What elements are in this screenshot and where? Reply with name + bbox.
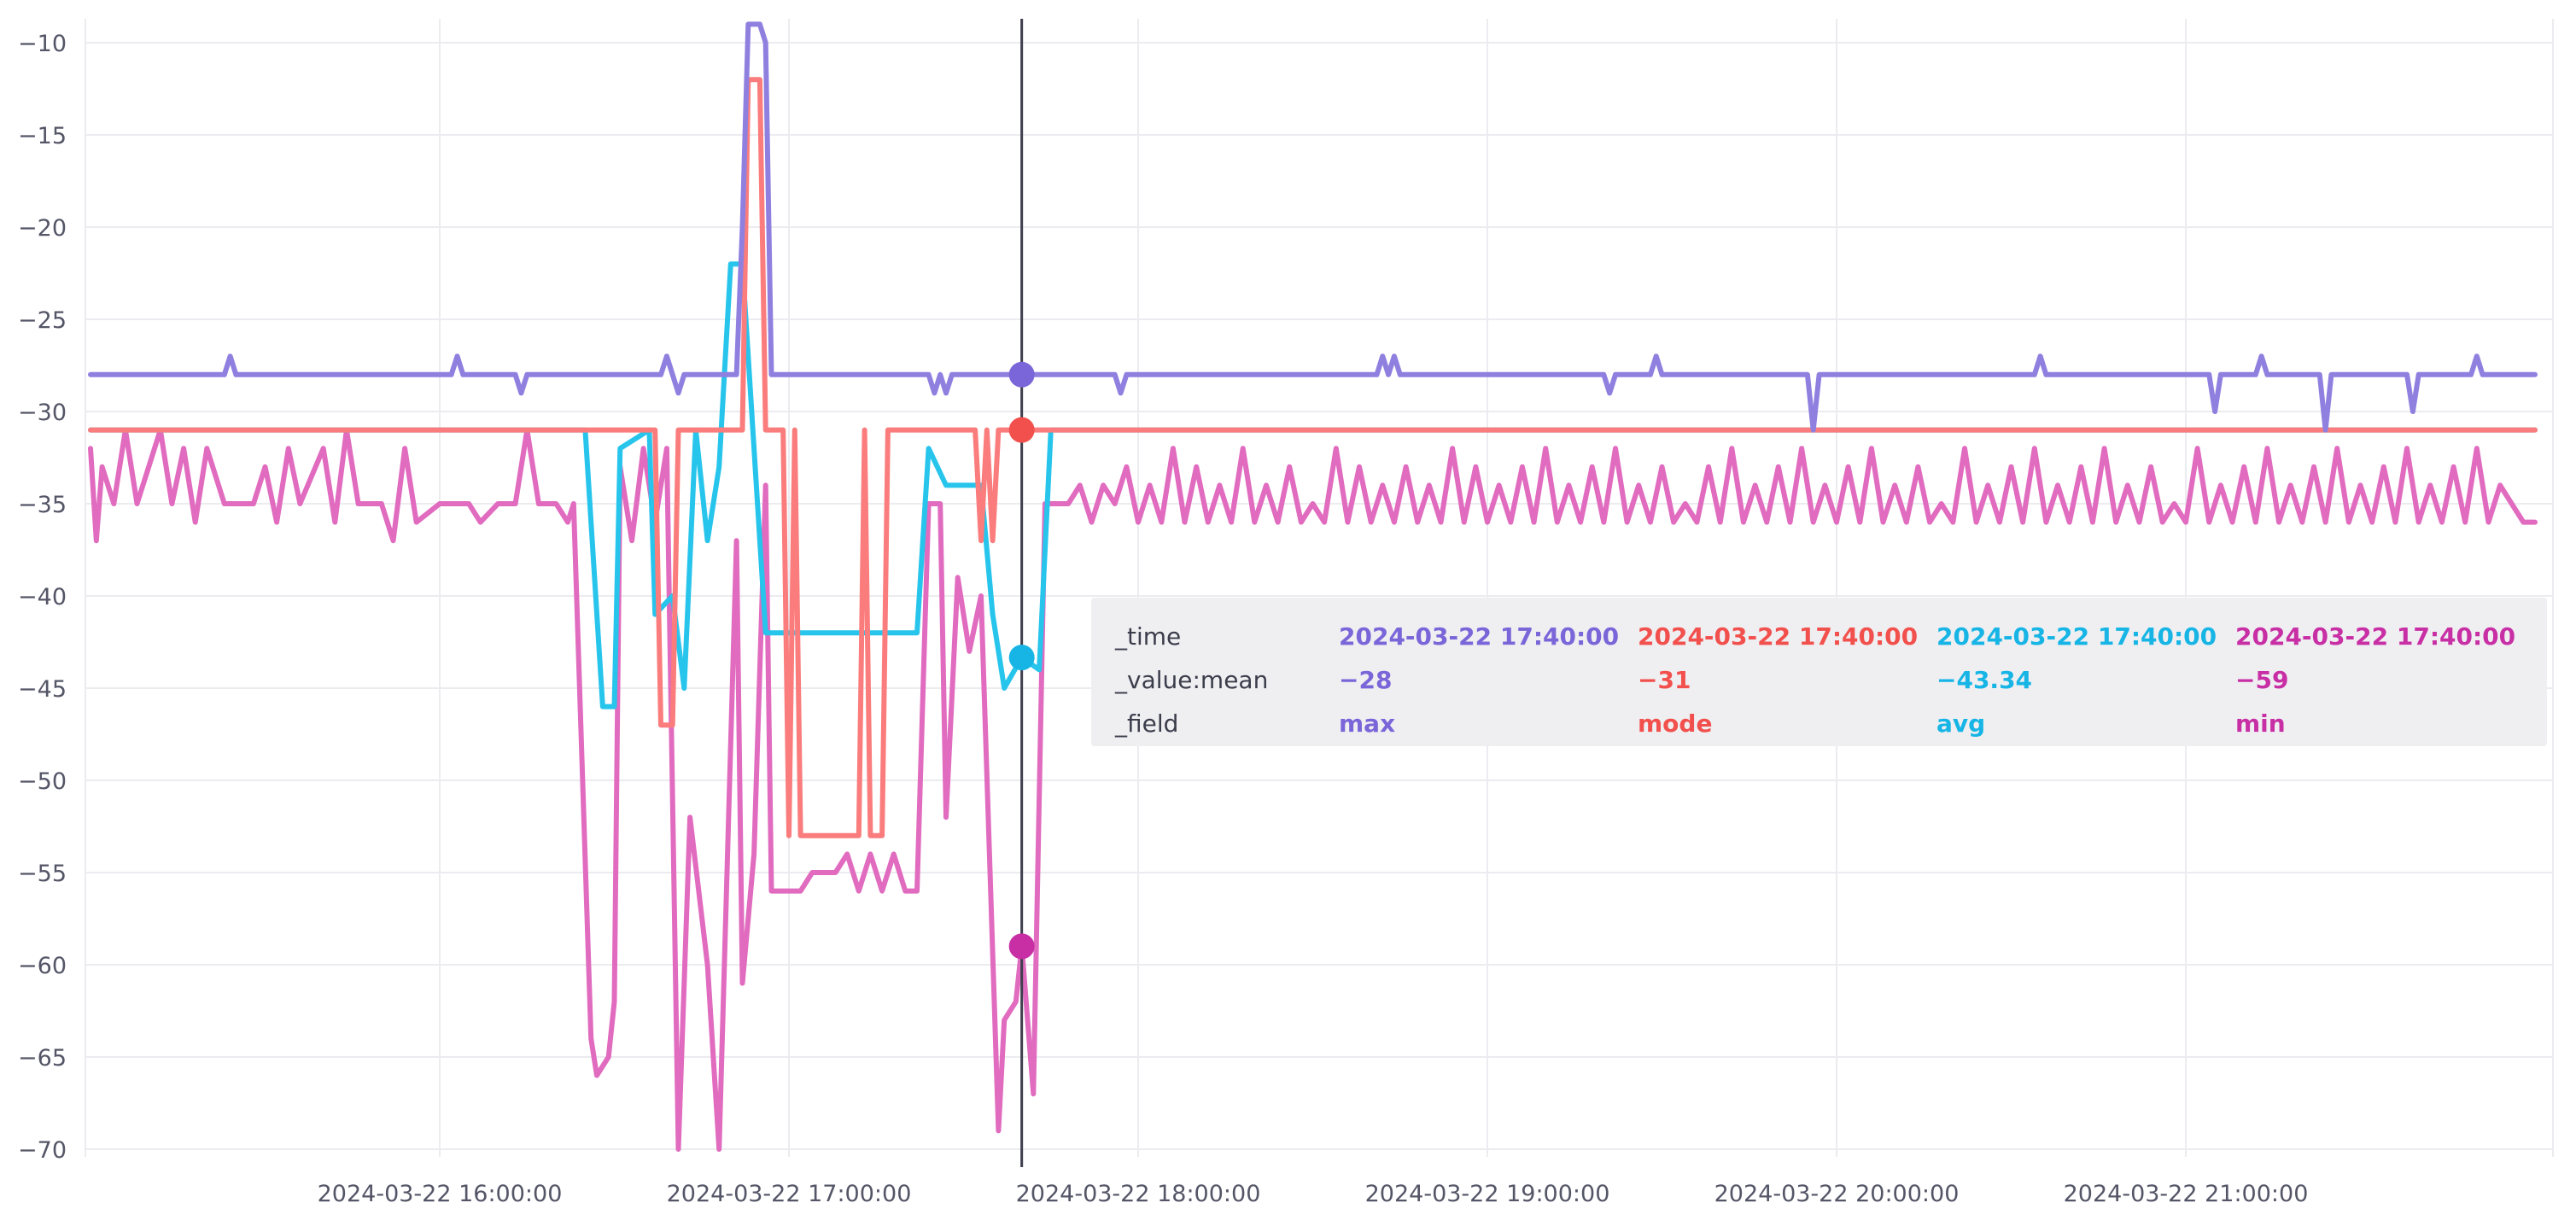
tooltip-value: −31 xyxy=(1638,666,1691,694)
hover-tooltip: _time 2024-03-22 17:40:00 2024-03-22 17:… xyxy=(1091,598,2547,746)
tooltip-value: 2024-03-22 17:40:00 xyxy=(1339,622,1620,651)
tooltip-key: _field xyxy=(1115,709,1179,738)
tooltip-value: −59 xyxy=(2235,666,2289,694)
x-tick-label: 2024-03-22 17:00:00 xyxy=(667,1181,912,1207)
hover-marker-avg xyxy=(1008,645,1035,671)
tooltip-row-value: _value:mean −28 −31 −43.34 −59 xyxy=(1115,658,2534,702)
tooltip-value: avg xyxy=(1936,709,1986,738)
tooltip-value: max xyxy=(1339,709,1396,738)
series-line-mode xyxy=(88,77,2538,838)
y-tick-label: −60 xyxy=(18,953,67,979)
x-tick-label: 2024-03-22 19:00:00 xyxy=(1365,1181,1610,1207)
tooltip-value: −43.34 xyxy=(1936,666,2033,694)
y-tick-label: −65 xyxy=(18,1045,67,1071)
tooltip-key: _time xyxy=(1115,622,1182,651)
hover-marker-min xyxy=(1008,933,1035,960)
series-lines xyxy=(88,21,2538,1152)
tooltip-value: 2024-03-22 17:40:00 xyxy=(2235,622,2516,651)
x-tick-label: 2024-03-22 16:00:00 xyxy=(318,1181,563,1207)
hover-marker-mode xyxy=(1008,417,1035,443)
tooltip-table: _time 2024-03-22 17:40:00 2024-03-22 17:… xyxy=(1115,615,2534,745)
series-line-max xyxy=(88,21,2538,433)
y-axis-ticks: −10 −15 −20 −25 −30 −35 −40 −45 −50 −55 −60 −65 −70 xyxy=(18,31,67,1164)
tooltip-value: mode xyxy=(1638,709,1713,738)
tooltip-value: −28 xyxy=(1339,666,1393,694)
tooltip-value: min xyxy=(2235,709,2286,738)
y-tick-label: −15 xyxy=(18,123,67,149)
y-tick-label: −30 xyxy=(18,400,67,426)
y-tick-label: −70 xyxy=(18,1137,67,1164)
y-tick-label: −40 xyxy=(18,584,67,610)
y-tick-label: −45 xyxy=(18,676,67,703)
x-tick-label: 2024-03-22 20:00:00 xyxy=(1714,1181,1960,1207)
tooltip-row-time: _time 2024-03-22 17:40:00 2024-03-22 17:… xyxy=(1115,615,2534,658)
tooltip-value: 2024-03-22 17:40:00 xyxy=(1936,622,2217,651)
tooltip-value: 2024-03-22 17:40:00 xyxy=(1638,622,1919,651)
y-tick-label: −10 xyxy=(18,31,67,57)
y-tick-label: −50 xyxy=(18,768,67,795)
y-tick-label: −25 xyxy=(18,307,67,334)
series-line-min xyxy=(88,427,2538,1152)
y-tick-label: −55 xyxy=(18,861,67,887)
hover-marker-max xyxy=(1008,361,1035,388)
tooltip-row-field: _field max mode avg min xyxy=(1115,702,2534,745)
y-tick-label: −20 xyxy=(18,215,67,242)
hover-markers xyxy=(1008,361,1035,960)
tooltip-key: _value:mean xyxy=(1115,666,1269,694)
y-tick-label: −35 xyxy=(18,492,67,518)
x-tick-label: 2024-03-22 21:00:00 xyxy=(2064,1181,2309,1207)
grid-lines xyxy=(85,19,2554,1157)
x-axis-ticks: 2024-03-22 16:00:00 2024-03-22 17:00:00 20… xyxy=(318,1181,2309,1207)
x-tick-label: 2024-03-22 18:00:00 xyxy=(1016,1181,1261,1207)
